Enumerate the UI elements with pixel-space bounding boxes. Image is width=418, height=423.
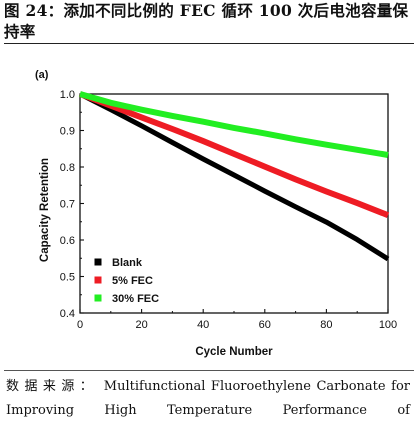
- source-text: Multifunctional Fluoroethylene Carbonate…: [6, 379, 410, 418]
- series-line-5-fec: [78, 91, 390, 218]
- x-tick-label: 60: [259, 319, 271, 331]
- title-rule: [4, 43, 414, 44]
- source-label: 数据来源：: [6, 379, 99, 394]
- axes: 0 20 40 60 80 100 0.4 0.5 0.6 0.7 0.8 0.9 1.0: [60, 89, 397, 331]
- legend-label-5-fec: 5% FEC: [112, 275, 153, 287]
- capacity-retention-chart: (a) 0 20 40 60 80 100 0.4 0.5 0.6 0.7 0.8 0.9 1.0 Bl…: [35, 69, 397, 358]
- y-tick-label: 0.7: [60, 199, 75, 211]
- legend-marker-30-fec: [94, 294, 102, 302]
- x-tick-label: 20: [135, 319, 147, 331]
- legend: Blank 5% FEC 30% FEC: [94, 257, 159, 305]
- y-tick-label: 0.5: [60, 272, 75, 284]
- legend-marker-blank: [94, 258, 102, 266]
- legend-label-30-fec: 30% FEC: [112, 293, 159, 305]
- x-tick-label: 0: [77, 319, 83, 331]
- y-tick-label: 0.8: [60, 162, 75, 174]
- legend-marker-5-fec: [94, 276, 102, 284]
- y-tick-label: 0.6: [60, 235, 75, 247]
- x-axis-label: Cycle Number: [195, 346, 273, 358]
- legend-label-blank: Blank: [112, 257, 143, 269]
- panel-label: (a): [35, 69, 49, 81]
- x-tick-label: 40: [197, 319, 209, 331]
- series-layer: [78, 91, 390, 262]
- y-tick-label: 1.0: [60, 89, 75, 101]
- y-tick-label: 0.9: [60, 126, 75, 138]
- series-line-30-fec: [79, 91, 389, 158]
- y-axis-label: Capacity Retention: [39, 158, 51, 262]
- x-tick-label: 100: [379, 319, 397, 331]
- figure-title: 图 24：添加不同比例的 FEC 循环 100 次后电池容量保持率: [4, 1, 409, 41]
- y-tick-label: 0.4: [60, 308, 75, 320]
- source-rule: [4, 370, 414, 371]
- figure-source: 数据来源： Multifunctional Fluoroethylene Car…: [6, 375, 410, 423]
- x-tick-label: 80: [320, 319, 332, 331]
- series-line-blank: [78, 91, 390, 262]
